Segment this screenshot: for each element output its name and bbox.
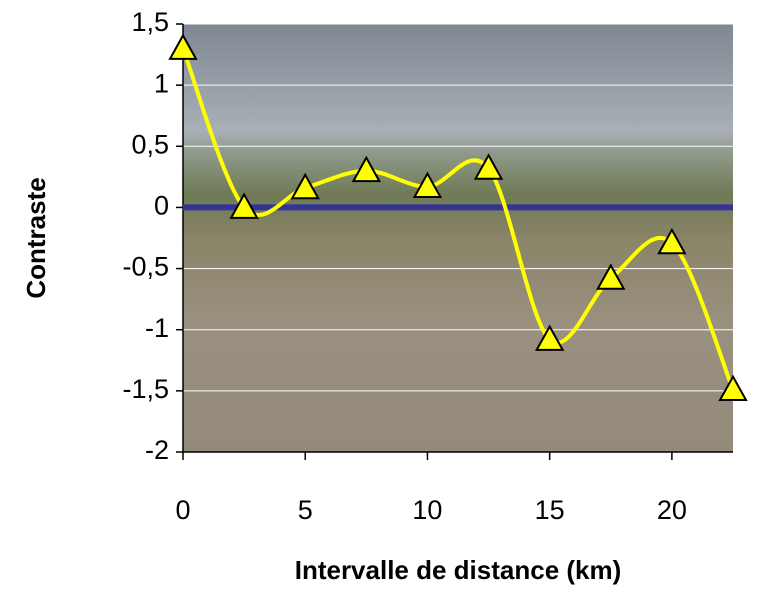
y-tick-label: 0 <box>154 191 169 221</box>
x-tick-label: 10 <box>412 495 442 525</box>
x-tick-label: 20 <box>657 495 687 525</box>
x-tick-label: 0 <box>175 495 190 525</box>
y-tick-label: 0,5 <box>131 129 169 159</box>
y-axis-label: Contraste <box>21 177 51 298</box>
x-axis-label: Intervalle de distance (km) <box>295 555 622 585</box>
line <box>181 47 735 391</box>
marker <box>718 374 748 402</box>
marker <box>229 192 259 219</box>
marker <box>290 172 320 200</box>
x-tick-label: 15 <box>535 495 565 525</box>
x-tick-label: 5 <box>298 495 313 525</box>
marker <box>412 171 443 199</box>
y-tick-label: 1 <box>154 68 169 98</box>
marker <box>168 33 198 60</box>
y-tick-label: 1,5 <box>131 7 169 37</box>
marker <box>473 153 504 180</box>
y-tick-label: -1 <box>145 313 169 343</box>
y-tick-label: -0,5 <box>122 252 169 282</box>
marker <box>351 155 382 183</box>
y-tick-label: -2 <box>145 435 169 465</box>
marker <box>657 227 687 255</box>
plot-background <box>183 24 733 452</box>
marker <box>596 263 626 290</box>
marker <box>534 324 565 351</box>
y-tick-label: -1,5 <box>122 374 169 404</box>
